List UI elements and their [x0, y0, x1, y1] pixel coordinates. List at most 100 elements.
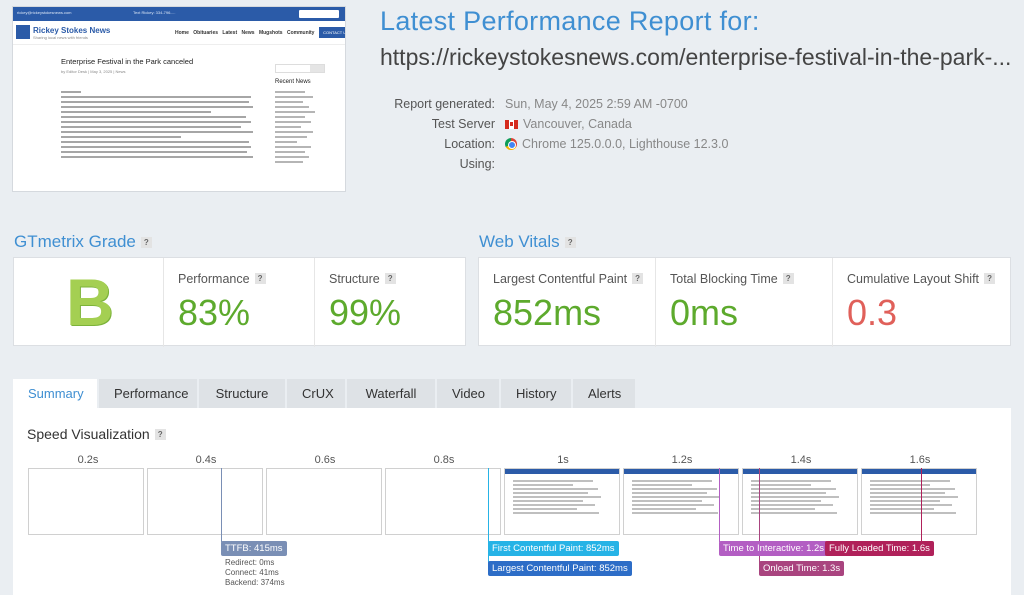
thumb-recent-news: Recent News: [275, 79, 311, 85]
help-icon[interactable]: ?: [384, 273, 396, 284]
filmstrip-frame-blank[interactable]: [266, 468, 382, 535]
tbt-cell: Total Blocking Time? 0ms: [656, 258, 833, 347]
report-meta-labels: Report generated: Test Server Location: …: [380, 94, 495, 174]
tab-video[interactable]: Video: [437, 379, 499, 409]
tick-label: 0.6s: [314, 454, 336, 466]
thumb-sidebar-search: [275, 64, 325, 73]
tbt-value: 0ms: [670, 292, 739, 333]
tick-label: 1.2s: [671, 454, 693, 466]
thumb-topbar: rickey@rickeystokesnews.com Text Rickey:…: [13, 7, 345, 21]
lcp-marker-label: Largest Contentful Paint: 852ms: [488, 561, 632, 576]
tti-marker-line: [719, 468, 720, 542]
fully-loaded-label: Fully Loaded Time: 1.6s: [825, 541, 934, 556]
help-icon[interactable]: ?: [632, 273, 644, 284]
tab-waterfall[interactable]: Waterfall: [347, 379, 435, 409]
tab-summary[interactable]: Summary: [13, 379, 97, 409]
tbt-label: Total Blocking Time?: [670, 272, 794, 286]
performance-label: Performance?: [178, 272, 266, 286]
cls-cell: Cumulative Layout Shift? 0.3: [833, 258, 1011, 347]
thumb-tagline: Sharing local news with friends: [33, 35, 88, 40]
using-label: Using:: [459, 157, 495, 171]
structure-value: 99%: [329, 292, 402, 333]
filmstrip-frame-blank[interactable]: [385, 468, 501, 535]
web-vitals-card: Largest Contentful Paint? 852ms Total Bl…: [478, 257, 1011, 347]
filmstrip-frame-rendered[interactable]: [861, 468, 977, 535]
performance-value: 83%: [178, 292, 251, 333]
location-label: Test Server Location:: [431, 117, 495, 151]
tick-label: 1.6s: [909, 454, 931, 466]
tab-history[interactable]: History: [501, 379, 571, 409]
cls-label: Cumulative Layout Shift?: [847, 272, 996, 286]
generated-value: Sun, May 4, 2025 2:59 AM -0700: [505, 97, 688, 111]
thumb-nav: Rickey Stokes News Sharing local news wi…: [13, 21, 345, 45]
report-url[interactable]: https://rickeystokesnews.com/enterprise-…: [380, 44, 1012, 70]
thumb-byline: by Editor Desk | May 3, 2025 | News: [61, 69, 126, 74]
speed-visualization-heading: Speed Visualization?: [27, 426, 166, 442]
thumb-nav-links: Home Obituaries Latest News Mugshots Com…: [175, 30, 315, 36]
grade-letter: B: [66, 265, 114, 339]
using-value: Chrome 125.0.0.0, Lighthouse 12.3.0: [522, 137, 729, 151]
thumb-topbar-email: rickey@rickeystokesnews.com: [17, 10, 72, 15]
grade-cell: B: [14, 258, 164, 347]
connect-time: Connect: 41ms: [225, 568, 279, 577]
filmstrip-frame-rendered[interactable]: [504, 468, 620, 535]
ttfb-label: TTFB: 415ms: [221, 541, 287, 556]
tick-label: 0.2s: [77, 454, 99, 466]
performance-cell: Performance? 83%: [164, 258, 315, 347]
tick-label: 1.4s: [790, 454, 812, 466]
structure-label: Structure?: [329, 272, 396, 286]
tab-structure[interactable]: Structure: [199, 379, 285, 409]
help-icon[interactable]: ?: [140, 237, 152, 248]
thumb-article-body: [61, 91, 255, 161]
ttfb-marker-line: [221, 468, 222, 542]
fully-loaded-marker-line: [921, 468, 922, 542]
help-icon[interactable]: ?: [154, 429, 166, 440]
help-icon[interactable]: ?: [782, 273, 794, 284]
thumb-topbar-phone: Text Rickey: 334-796-…: [133, 10, 176, 15]
thumb-search-box: [299, 10, 339, 18]
filmstrip-frame-rendered[interactable]: [623, 468, 739, 535]
tick-label: 0.8s: [433, 454, 455, 466]
onload-marker-line: [759, 468, 760, 564]
tab-crux[interactable]: CrUX: [287, 379, 345, 409]
backend-time: Backend: 374ms: [225, 578, 285, 587]
help-icon[interactable]: ?: [564, 237, 576, 248]
help-icon[interactable]: ?: [984, 273, 996, 284]
filmstrip-frame-blank[interactable]: [28, 468, 144, 535]
fcp-label: First Contentful Paint: 852ms: [488, 541, 619, 556]
tti-label: Time to Interactive: 1.2s: [719, 541, 829, 556]
thumb-contact-button: CONTACT US: [319, 27, 345, 38]
gtmetrix-grade-card: B Performance? 83% Structure? 99%: [13, 257, 466, 347]
page-screenshot-thumbnail: rickey@rickeystokesnews.com Text Rickey:…: [12, 6, 346, 192]
thumb-logo: [16, 25, 30, 39]
help-icon[interactable]: ?: [254, 273, 266, 284]
cls-value: 0.3: [847, 292, 898, 333]
ttfb-breakdown: Redirect: 0ms Connect: 41ms Backend: 374…: [225, 558, 285, 588]
tab-alerts[interactable]: Alerts: [573, 379, 635, 409]
structure-cell: Structure? 99%: [315, 258, 466, 347]
onload-label: Onload Time: 1.3s: [759, 561, 845, 576]
chrome-icon: [505, 138, 517, 150]
filmstrip-frame-blank[interactable]: [147, 468, 263, 535]
tick-label: 0.4s: [195, 454, 217, 466]
web-vitals-heading: Web Vitals?: [479, 232, 576, 252]
summary-panel: Speed Visualization? 0.2s 0.4s 0.6s 0.8s…: [13, 408, 1011, 595]
lcp-label: Largest Contentful Paint?: [493, 272, 644, 286]
tick-label: 1s: [557, 454, 569, 466]
thumb-article-title: Enterprise Festival in the Park canceled: [61, 57, 194, 66]
fcp-marker-line: [488, 468, 489, 564]
generated-label: Report generated:: [394, 97, 495, 111]
redirect-time: Redirect: 0ms: [225, 558, 275, 567]
filmstrip-frame-rendered[interactable]: [742, 468, 858, 535]
report-meta-values: Sun, May 4, 2025 2:59 AM -0700 Vancouver…: [505, 94, 728, 154]
lcp-cell: Largest Contentful Paint? 852ms: [479, 258, 656, 347]
thumb-accessibility-icon: [345, 135, 346, 147]
tab-performance[interactable]: Performance: [99, 379, 197, 409]
location-value: Vancouver, Canada: [523, 117, 632, 131]
thumb-recent-list: [275, 91, 321, 166]
canada-flag-icon: [505, 120, 518, 129]
gtmetrix-grade-heading: GTmetrix Grade?: [14, 232, 152, 252]
lcp-value: 852ms: [493, 292, 602, 333]
report-title: Latest Performance Report for:: [380, 6, 760, 36]
thumb-brand: Rickey Stokes News: [33, 26, 111, 35]
